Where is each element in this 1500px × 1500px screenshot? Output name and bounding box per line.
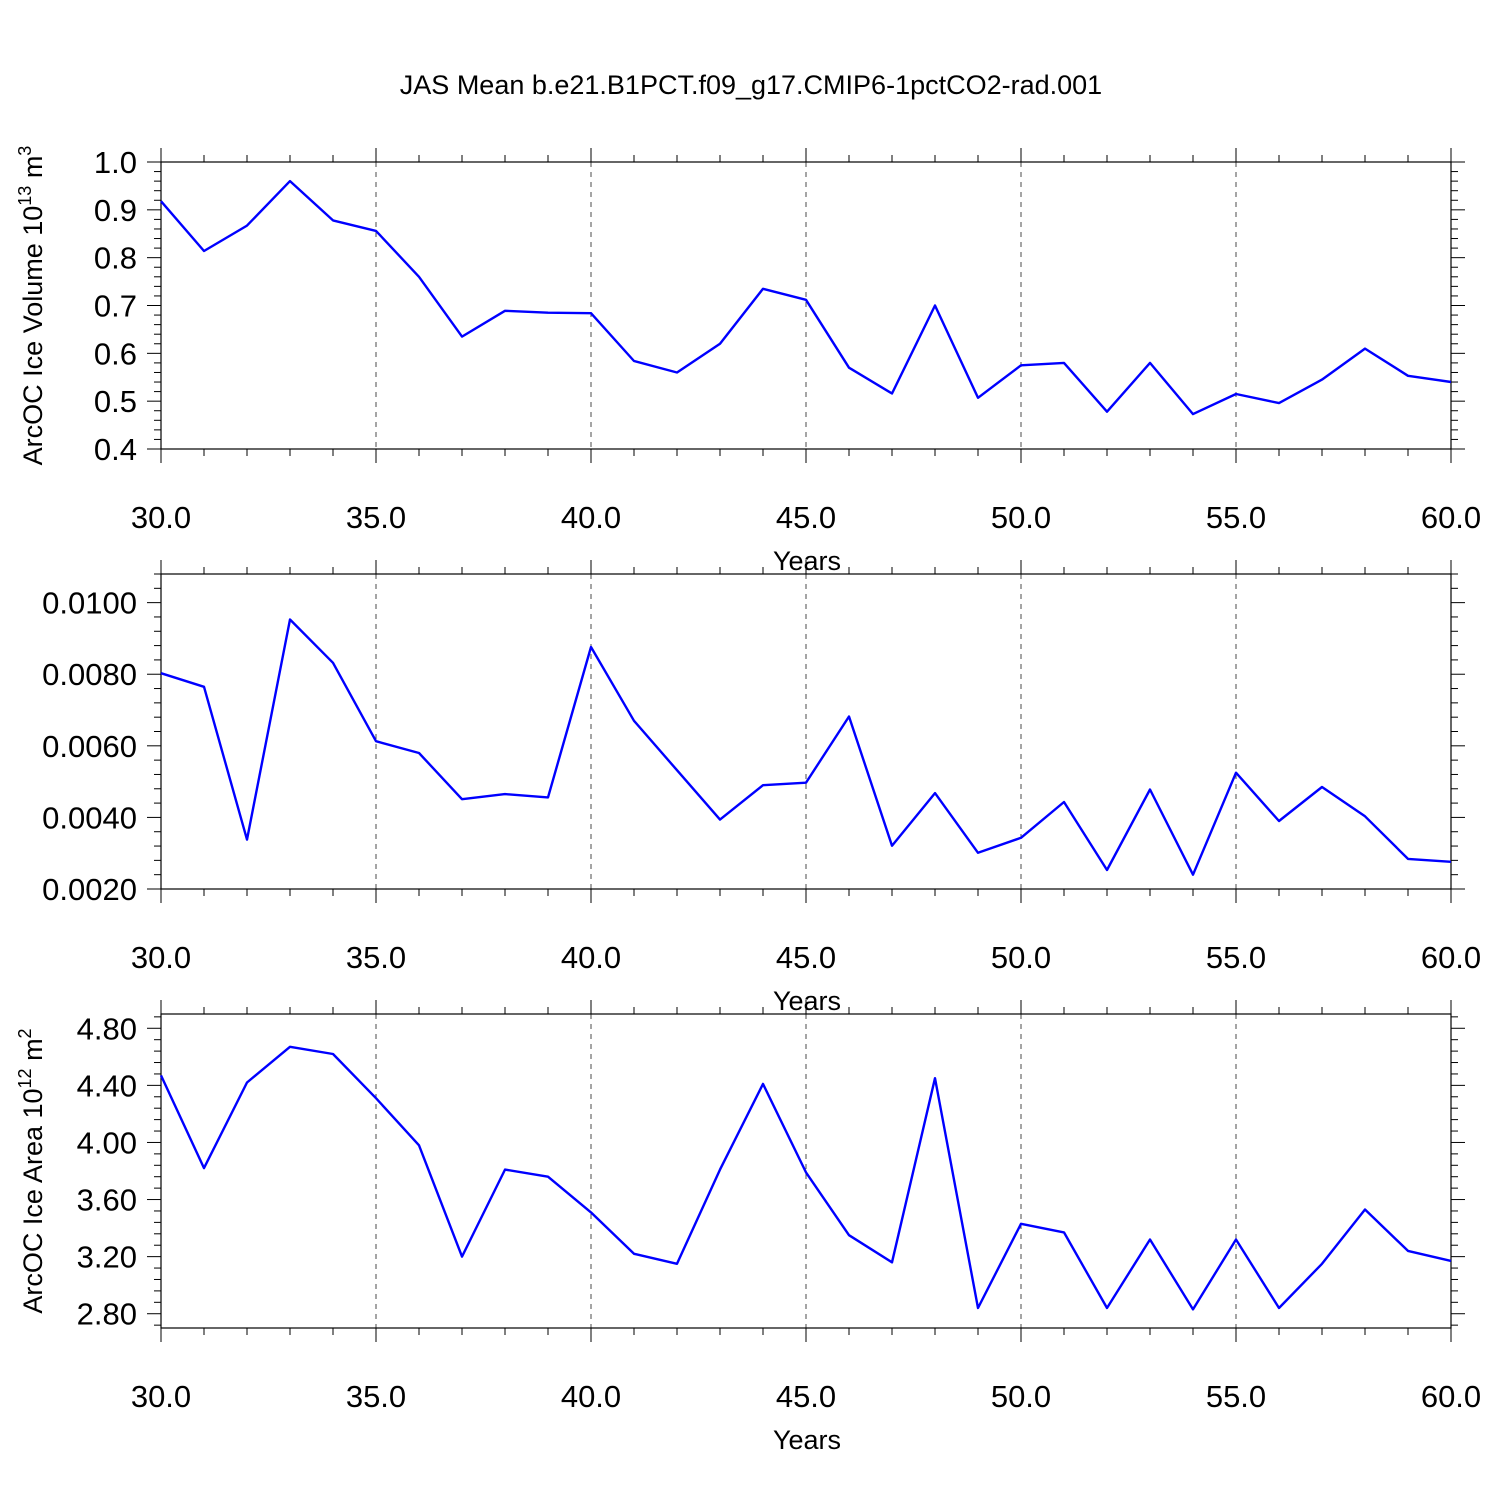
y-tick-label: 4.00 xyxy=(77,1125,137,1160)
y-tick-label: 3.20 xyxy=(77,1240,137,1275)
y-tick-label: 2.80 xyxy=(77,1297,137,1332)
x-tick-label: 60.0 xyxy=(1421,500,1481,535)
x-tick-label: 35.0 xyxy=(346,500,406,535)
x-tick-label: 30.0 xyxy=(131,940,191,975)
y-axis-label: ArcOC Ice Area 1012 m2 xyxy=(15,1028,48,1313)
y-tick-label: 0.0080 xyxy=(42,657,137,692)
x-tick-label: 60.0 xyxy=(1421,1379,1481,1414)
x-tick-label: 30.0 xyxy=(131,1379,191,1414)
x-tick-label: 60.0 xyxy=(1421,940,1481,975)
x-tick-label: 50.0 xyxy=(991,940,1051,975)
y-tick-label: 4.40 xyxy=(77,1068,137,1103)
y-tick-label: 0.8 xyxy=(94,241,137,276)
y-tick-label: 0.4 xyxy=(94,432,137,467)
panel-1: 30.0 35.0 40.0 45.0 50.0 55.0 60.0 0.4 0.5 0.6 0.7… xyxy=(15,145,1481,576)
x-tick-label: 50.0 xyxy=(991,1379,1051,1414)
series-line xyxy=(160,179,1452,416)
x-axis-label: Years xyxy=(773,1425,841,1455)
x-tick-label: 55.0 xyxy=(1206,940,1266,975)
panel-2: 30.0 35.0 40.0 45.0 50.0 55.0 60.0 0.0020 0.0040… xyxy=(42,560,1481,1016)
x-axis-label: Years xyxy=(773,986,841,1016)
x-tick-label: 55.0 xyxy=(1206,1379,1266,1414)
x-tick-label: 35.0 xyxy=(346,940,406,975)
x-tick-label: 50.0 xyxy=(991,500,1051,535)
y-tick-label: 0.7 xyxy=(94,289,137,324)
x-tick-label: 40.0 xyxy=(561,500,621,535)
y-tick-label: 0.0020 xyxy=(42,872,137,907)
x-tick-label: 55.0 xyxy=(1206,500,1266,535)
plot-frame xyxy=(160,573,1452,890)
y-tick-label: 1.0 xyxy=(94,145,137,180)
series-line xyxy=(159,1045,1452,1311)
panel-3: 30.0 35.0 40.0 45.0 50.0 55.0 60.0 2.80 3.20 3.60… xyxy=(15,1000,1481,1455)
x-tick-label: 45.0 xyxy=(776,940,836,975)
y-tick-label: 0.6 xyxy=(94,336,137,371)
x-tick-label: 40.0 xyxy=(561,940,621,975)
figure-title: JAS Mean b.e21.B1PCT.f09_g17.CMIP6-1pctC… xyxy=(400,70,1102,100)
x-axis-label: Years xyxy=(773,546,841,576)
y-tick-label: 4.80 xyxy=(77,1011,137,1046)
series-line xyxy=(160,618,1452,876)
y-axis-label: ArcOC Ice Volume 1013 m3 xyxy=(15,146,48,466)
x-tick-label: 45.0 xyxy=(776,500,836,535)
y-tick-label: 0.0040 xyxy=(42,800,137,835)
y-tick-label: 0.0100 xyxy=(42,586,137,621)
x-tick-label: 40.0 xyxy=(561,1379,621,1414)
y-tick-label: 0.9 xyxy=(94,193,137,228)
y-tick-label: 0.0060 xyxy=(42,729,137,764)
x-tick-label: 35.0 xyxy=(346,1379,406,1414)
x-tick-label: 30.0 xyxy=(131,500,191,535)
x-tick-label: 45.0 xyxy=(776,1379,836,1414)
y-tick-label: 3.60 xyxy=(77,1183,137,1218)
y-tick-label: 0.5 xyxy=(94,384,137,419)
